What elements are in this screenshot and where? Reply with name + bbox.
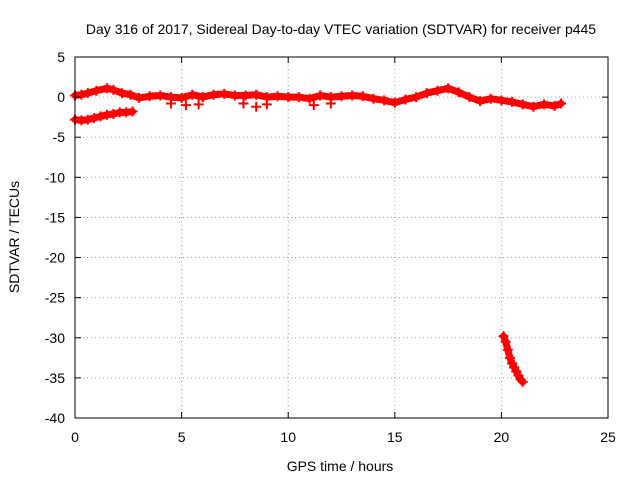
x-tick-label: 25 xyxy=(600,429,616,445)
data-point xyxy=(95,111,106,122)
data-point xyxy=(475,96,486,107)
data-point xyxy=(283,92,294,103)
data-series xyxy=(70,83,567,387)
data-point xyxy=(549,100,560,111)
data-point xyxy=(82,88,93,99)
data-point xyxy=(315,90,326,101)
data-point xyxy=(238,98,249,109)
data-point xyxy=(502,344,513,355)
data-point xyxy=(539,99,550,110)
x-tick-label: 10 xyxy=(280,429,296,445)
y-tick-label: -20 xyxy=(45,250,65,266)
data-point xyxy=(485,93,496,104)
x-axis-label: GPS time / hours xyxy=(287,458,394,474)
data-point xyxy=(76,89,87,100)
data-point xyxy=(504,352,515,363)
data-point xyxy=(208,89,219,100)
data-point xyxy=(155,90,166,101)
chart-title: Day 316 of 2017, Sidereal Day-to-day VTE… xyxy=(86,21,596,37)
data-point xyxy=(125,89,136,100)
data-point xyxy=(556,98,567,109)
data-point xyxy=(219,88,230,99)
data-point xyxy=(528,101,539,112)
data-point xyxy=(127,106,138,117)
data-point xyxy=(421,88,432,99)
y-tick-label: -35 xyxy=(45,370,65,386)
data-point xyxy=(498,331,509,342)
data-point xyxy=(304,93,315,104)
data-point xyxy=(347,90,358,101)
series-line-dropout xyxy=(500,332,527,386)
y-tick-label: 0 xyxy=(57,89,65,105)
data-point xyxy=(336,91,347,102)
data-point xyxy=(116,88,127,99)
y-axis-label: SDTVAR / TECUs xyxy=(6,181,22,293)
data-point xyxy=(108,108,119,119)
data-point xyxy=(357,91,368,102)
y-tick-label: -5 xyxy=(53,129,66,145)
data-point xyxy=(89,112,100,123)
data-point xyxy=(187,89,198,100)
data-point xyxy=(272,91,283,102)
data-point xyxy=(507,96,518,107)
data-point xyxy=(293,92,304,103)
y-tick-label: -10 xyxy=(45,169,65,185)
data-point xyxy=(108,84,119,95)
data-point xyxy=(180,100,191,111)
series-line-main xyxy=(71,84,565,111)
data-point xyxy=(133,92,144,103)
data-point xyxy=(144,91,155,102)
data-point xyxy=(400,94,411,105)
y-tick-label: -15 xyxy=(45,209,65,225)
y-tick-label: -40 xyxy=(45,410,65,426)
x-tick-label: 5 xyxy=(178,429,186,445)
data-point xyxy=(517,376,528,387)
data-point xyxy=(464,92,475,103)
data-point xyxy=(411,92,422,103)
x-tick-label: 0 xyxy=(71,429,79,445)
x-tick-label: 20 xyxy=(494,429,510,445)
axis-ticks: 0 5 10 15 20 25 5 0 -5 -10 -15 -20 -25 -30 -35 -40 xyxy=(45,49,616,445)
data-point xyxy=(379,95,390,106)
data-point xyxy=(251,89,262,100)
y-tick-label: 5 xyxy=(57,49,65,65)
data-point xyxy=(308,100,319,111)
data-point xyxy=(517,99,528,110)
data-point xyxy=(101,83,112,94)
y-tick-label: -30 xyxy=(45,330,65,346)
y-tick-label: -25 xyxy=(45,290,65,306)
data-point xyxy=(500,336,511,347)
x-tick-label: 15 xyxy=(387,429,403,445)
data-point xyxy=(389,97,400,108)
data-point xyxy=(453,87,464,98)
data-point xyxy=(432,85,443,96)
data-point xyxy=(91,85,102,96)
data-point xyxy=(197,92,208,103)
data-point xyxy=(368,93,379,104)
data-point xyxy=(251,101,262,112)
data-point xyxy=(261,99,272,110)
data-point xyxy=(165,98,176,109)
grid-lines xyxy=(75,57,608,418)
data-point xyxy=(496,95,507,106)
data-point xyxy=(443,83,454,94)
data-point xyxy=(229,90,240,101)
plot-frame xyxy=(74,56,609,419)
data-point xyxy=(82,114,93,125)
data-point xyxy=(193,99,204,110)
data-point xyxy=(176,92,187,103)
data-point xyxy=(240,90,251,101)
data-point xyxy=(325,98,336,109)
